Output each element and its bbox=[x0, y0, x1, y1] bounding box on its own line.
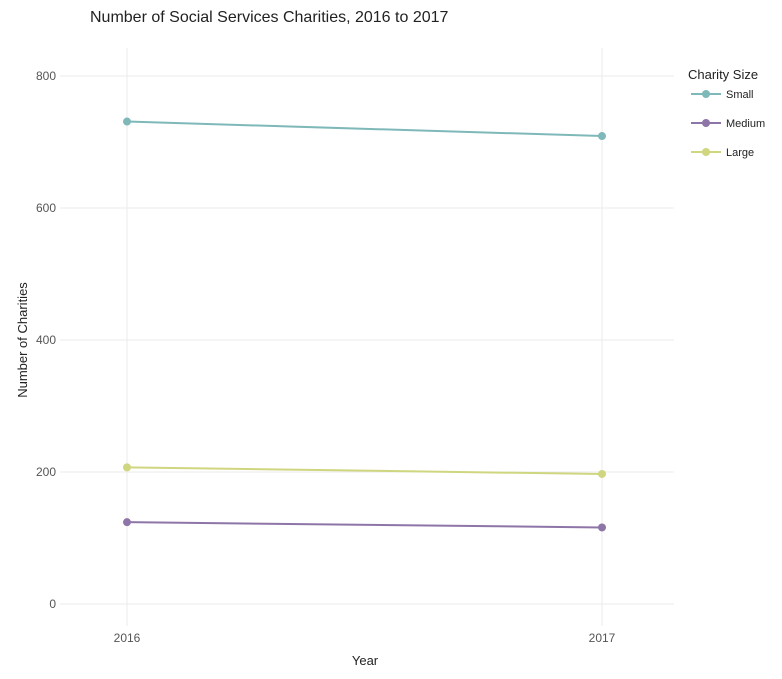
legend: Charity Size Small Medium Large bbox=[688, 67, 765, 159]
data-point-small bbox=[598, 132, 606, 141]
legend-item-medium: Medium bbox=[691, 118, 765, 130]
gridlines bbox=[60, 48, 674, 626]
series-layer bbox=[123, 117, 606, 532]
legend-label: Small bbox=[726, 89, 754, 101]
legend-item-small: Small bbox=[691, 89, 754, 101]
series-small bbox=[123, 117, 606, 141]
y-tick-label: 400 bbox=[36, 333, 56, 347]
y-tick-label: 0 bbox=[49, 597, 56, 611]
y-tick-label: 600 bbox=[36, 201, 56, 215]
x-axis-ticks: 2016 2017 bbox=[114, 631, 616, 645]
chart-title: Number of Social Services Charities, 201… bbox=[90, 9, 449, 26]
data-point-large bbox=[598, 469, 606, 478]
legend-key-point bbox=[702, 148, 710, 156]
x-tick-label: 2016 bbox=[114, 631, 141, 645]
series-line-medium bbox=[126, 521, 603, 529]
legend-items: Small Medium Large bbox=[691, 89, 765, 159]
x-axis-title: Year bbox=[352, 653, 379, 668]
data-point-medium bbox=[598, 523, 606, 532]
data-point-small bbox=[123, 117, 131, 126]
y-axis-ticks: 0 200 400 600 800 bbox=[36, 69, 56, 611]
legend-label: Large bbox=[726, 147, 754, 159]
data-point-medium bbox=[123, 518, 131, 527]
y-tick-label: 800 bbox=[36, 69, 56, 83]
series-large bbox=[123, 463, 606, 478]
legend-key-point bbox=[702, 90, 710, 98]
y-tick-label: 200 bbox=[36, 465, 56, 479]
x-tick-label: 2017 bbox=[589, 631, 616, 645]
series-medium bbox=[123, 518, 606, 532]
series-line-small bbox=[126, 120, 603, 138]
legend-item-large: Large bbox=[691, 147, 754, 159]
data-point-large bbox=[123, 463, 131, 472]
legend-label: Medium bbox=[726, 118, 765, 130]
y-axis-title: Number of Charities bbox=[15, 282, 30, 398]
legend-key-point bbox=[702, 119, 710, 127]
legend-title: Charity Size bbox=[688, 67, 758, 82]
series-line-large bbox=[126, 466, 603, 475]
